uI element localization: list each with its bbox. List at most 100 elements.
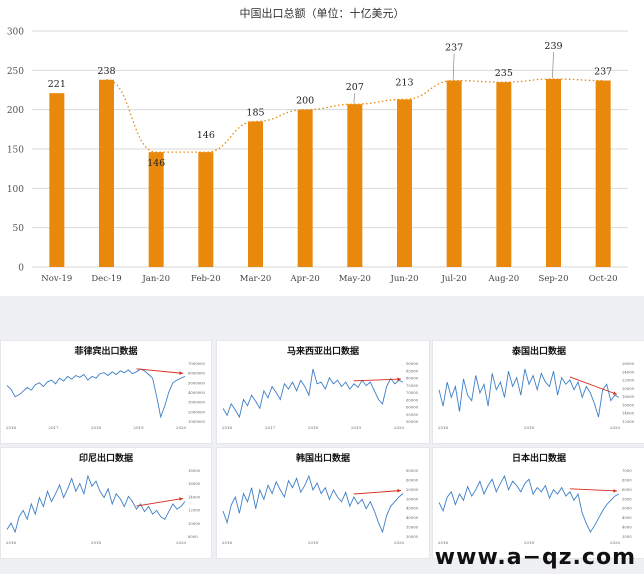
mini-y-tick-label: 6500 (622, 477, 632, 482)
mini-x-tick-label: 2019 (351, 425, 362, 430)
mini-x-tick-label: 2020 (176, 540, 187, 545)
data-label: 146 (197, 130, 215, 141)
mini-x-tick-label: 2020 (610, 425, 621, 430)
mini-y-tick-label: 3500 (622, 534, 632, 539)
bar (347, 104, 363, 267)
bar (248, 121, 263, 267)
mini-y-tick-label: 55000 (406, 487, 419, 492)
mini-y-tick-label: 50000 (406, 419, 419, 424)
mini-y-tick-label: 2000000 (188, 409, 205, 414)
mini-x-tick-label: 2020 (176, 425, 187, 430)
data-label: 237 (594, 67, 612, 78)
y-tick-label: 100 (7, 185, 24, 195)
mini-x-tick-label: 2016 (6, 425, 17, 430)
x-tick-label: Apr-20 (289, 274, 319, 284)
data-label: 237 (445, 43, 463, 54)
trend-arrow (136, 368, 184, 374)
bar (99, 79, 114, 267)
data-label: 200 (296, 96, 314, 107)
mini-chart-philippines: 菲律宾出口数据 7000000 6000000 5000000 4000000 30000… (0, 340, 212, 444)
mini-y-tick-label: 8000 (188, 534, 198, 539)
x-tick-label: Dec-19 (91, 274, 121, 284)
mini-y-tick-label: 40000 (406, 515, 419, 520)
data-label: 221 (48, 79, 66, 90)
mini-x-tick-label: 2018 (308, 425, 319, 430)
trend-arrow (353, 490, 402, 495)
mini-x-tick-label: 2016 (222, 540, 233, 545)
x-tick-label: Aug-20 (487, 274, 519, 284)
bar (546, 78, 561, 267)
mini-y-tick-label: 5000000 (188, 380, 205, 385)
data-label: 146 (147, 158, 165, 169)
mini-series-line (438, 474, 620, 533)
mini-y-tick-label: 4000000 (188, 390, 205, 395)
x-tick-label: Jul-20 (441, 274, 467, 284)
mini-x-tick-label: 2018 (524, 425, 535, 430)
mini-y-tick-label: 5500 (622, 496, 632, 501)
mini-x-tick-label: 2018 (91, 540, 102, 545)
mini-chart-title: 韩国出口数据 (296, 452, 350, 464)
bar (49, 93, 65, 267)
mini-x-tick-label: 2020 (610, 540, 621, 545)
mini-y-tick-label: 18000 (622, 394, 635, 399)
bar (496, 82, 512, 267)
mini-x-tick-label: 2016 (438, 425, 449, 430)
y-tick-label: 50 (13, 224, 25, 234)
mini-y-tick-label: 1000000 (188, 419, 205, 424)
mini-y-tick-label: 4500 (622, 515, 632, 520)
mini-x-tick-label: 2019 (133, 425, 144, 430)
data-label: 235 (495, 68, 513, 79)
mini-y-tick-label: 6000 (622, 487, 632, 492)
label-leader (452, 53, 455, 80)
mini-x-tick-label: 2018 (524, 540, 535, 545)
label-leader (552, 51, 554, 79)
main-chart-panel: 中国出口总额（单位：十亿美元） 0 50 100 150 200 250 300 Nov-19 D… (0, 0, 644, 296)
x-tick-label: Feb-20 (191, 274, 221, 284)
mini-y-tick-label: 24000 (622, 369, 635, 374)
x-tick-label: May-20 (339, 274, 371, 284)
mini-y-tick-label: 20000 (622, 386, 635, 391)
mini-chart-korea: 韩国出口数据 65000 60000 55000 50000 45000 40000 3500… (216, 447, 430, 559)
mini-x-tick-label: 2018 (308, 540, 319, 545)
trend-arrow-head (613, 489, 617, 493)
mini-x-tick-label: 2016 (438, 540, 449, 545)
mini-y-tick-label: 75000 (406, 383, 419, 388)
y-tick-label: 200 (7, 106, 24, 116)
mini-series-line (6, 474, 186, 534)
x-tick-label: Sep-20 (539, 274, 569, 284)
mini-chart-title: 日本出口数据 (512, 452, 566, 464)
mini-y-tick-label: 4000 (622, 525, 632, 530)
mini-y-tick-label: 14000 (622, 411, 635, 416)
bar (148, 152, 164, 267)
trend-arrow-head (397, 489, 401, 493)
trend-arrow (136, 498, 184, 507)
chart-title: 中国出口总额（单位：十亿美元） (240, 6, 405, 20)
main-chart: 中国出口总额（单位：十亿美元） 0 50 100 150 200 250 300 Nov-19 D… (7, 6, 628, 284)
mini-y-tick-label: 12000 (188, 508, 201, 513)
mini-chart-title: 马来西亚出口数据 (287, 345, 359, 357)
mini-y-tick-label: 35000 (406, 525, 419, 530)
mini-y-tick-label: 7000000 (188, 361, 205, 366)
mini-series-line (222, 368, 404, 419)
mini-chart-title: 印尼出口数据 (79, 452, 133, 464)
mini-series-line (6, 368, 186, 419)
y-tick-label: 0 (18, 264, 24, 274)
mini-y-tick-label: 60000 (406, 405, 419, 410)
trend-arrow (569, 488, 618, 492)
mini-y-tick-label: 22000 (622, 378, 635, 383)
mini-y-tick-label: 12000 (622, 419, 635, 424)
mini-y-tick-label: 90000 (406, 361, 419, 366)
mini-x-tick-label: 2017 (48, 425, 59, 430)
mini-chart-indonesia: 印尼出口数据 18000 16000 14000 12000 10000 8000 2016 2… (0, 447, 212, 559)
data-label: 213 (395, 77, 413, 88)
bar (595, 80, 611, 267)
mini-x-tick-label: 2020 (394, 425, 405, 430)
bar (198, 152, 214, 267)
y-tick-label: 150 (7, 146, 24, 156)
mini-x-tick-label: 2018 (91, 425, 102, 430)
mini-y-tick-label: 65000 (406, 397, 419, 402)
trend-arrow (353, 378, 402, 382)
mini-chart-title: 泰国出口数据 (511, 345, 566, 357)
x-tick-label: Jan-20 (141, 274, 170, 284)
trend-arrow (569, 376, 618, 395)
